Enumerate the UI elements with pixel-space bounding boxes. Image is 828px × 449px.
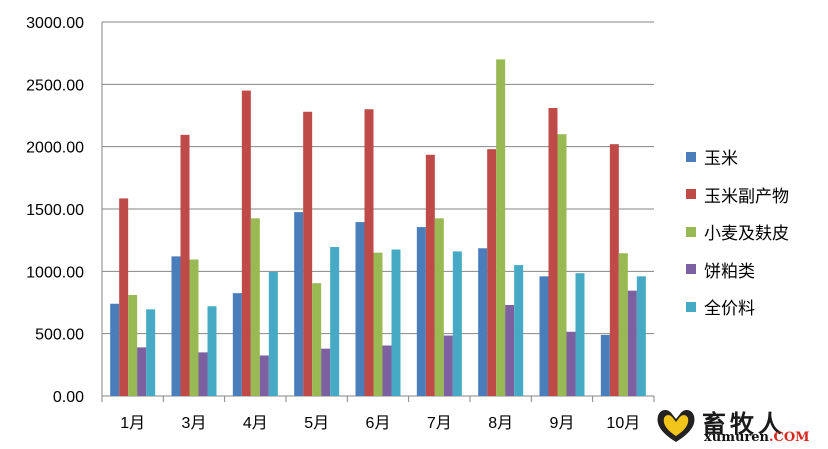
- legend-label: 玉米: [704, 149, 738, 170]
- bar: [452, 251, 462, 396]
- legend-label: 玉米副产物: [704, 186, 789, 207]
- bar: [416, 227, 426, 396]
- legend-swatch: [686, 264, 696, 275]
- legend-label: 全价料: [704, 299, 755, 320]
- bar: [146, 309, 156, 396]
- legend-item: 全价料: [686, 288, 789, 326]
- bar: [609, 144, 619, 396]
- x-tick-label: 6月: [366, 415, 391, 432]
- x-tick-label: 9月: [550, 415, 575, 432]
- bar: [259, 355, 269, 396]
- y-tick-label: 1000.00: [26, 264, 84, 281]
- legend-item: 玉米副产物: [686, 176, 789, 214]
- watermark-brand: 畜牧人: [702, 410, 786, 438]
- legend-swatch: [686, 301, 696, 312]
- bar: [496, 59, 506, 397]
- bar: [627, 290, 637, 396]
- bar: [312, 283, 322, 396]
- y-tick-label: 1500.00: [26, 202, 84, 219]
- bar: [232, 293, 242, 396]
- chart-legend: 玉米玉米副产物小麦及麸皮饼粕类全价料: [686, 138, 789, 326]
- legend-item: 玉米: [686, 138, 789, 176]
- bar: [110, 303, 120, 396]
- bar: [321, 348, 331, 396]
- xumuren-watermark: 畜牧人 xumuren.COM: [652, 402, 824, 448]
- x-tick-label: 8月: [488, 415, 513, 432]
- bar: [171, 256, 181, 396]
- y-tick-label: 2500.00: [26, 77, 84, 94]
- bar: [198, 352, 208, 396]
- bar: [128, 295, 138, 396]
- x-tick-label: 5月: [304, 415, 329, 432]
- bar: [119, 198, 129, 396]
- x-tick-label: 3月: [182, 415, 207, 432]
- bar: [207, 306, 217, 396]
- bar: [268, 271, 278, 396]
- x-tick-label: 1月: [120, 415, 145, 432]
- bar: [250, 218, 260, 396]
- legend-item: 饼粕类: [686, 251, 789, 289]
- bar: [364, 109, 374, 397]
- bar: [373, 252, 383, 396]
- bar: [539, 276, 549, 396]
- bar: [575, 273, 585, 396]
- bar: [505, 304, 515, 396]
- bar: [382, 345, 392, 396]
- bar: [443, 335, 453, 396]
- bar: [636, 276, 646, 396]
- legend-swatch: [686, 189, 696, 200]
- xumuren-logo-icon: [657, 410, 695, 442]
- x-tick-label: 7月: [427, 415, 452, 432]
- x-tick-label: 4月: [243, 415, 268, 432]
- bar: [478, 248, 488, 396]
- legend-item: 小麦及麸皮: [686, 213, 789, 251]
- x-tick-label: 10月: [606, 415, 640, 432]
- legend-label: 小麦及麸皮: [704, 224, 789, 245]
- bar: [294, 212, 304, 396]
- bar: [600, 334, 610, 396]
- bar: [303, 111, 313, 396]
- y-tick-label: 500.00: [35, 327, 84, 344]
- bar: [241, 90, 251, 397]
- legend-swatch: [686, 151, 696, 162]
- legend-label: 饼粕类: [704, 261, 755, 282]
- bar: [566, 331, 576, 396]
- bar: [434, 218, 444, 396]
- bar: [487, 149, 497, 396]
- y-tick-label: 2000.00: [26, 140, 84, 157]
- watermark-url: xumuren.COM: [704, 430, 810, 445]
- bar: [330, 247, 340, 396]
- bar: [514, 265, 524, 396]
- bar: [391, 249, 401, 396]
- bar: [137, 347, 147, 396]
- legend-swatch: [686, 226, 696, 237]
- bar: [548, 108, 558, 397]
- y-tick-label: 3000.00: [26, 15, 84, 32]
- y-tick-label: 0.00: [53, 389, 84, 406]
- bar: [189, 259, 199, 396]
- bar: [180, 134, 190, 396]
- bar: [355, 222, 365, 396]
- bar: [618, 253, 628, 396]
- bar: [425, 154, 435, 396]
- bar: [557, 134, 567, 396]
